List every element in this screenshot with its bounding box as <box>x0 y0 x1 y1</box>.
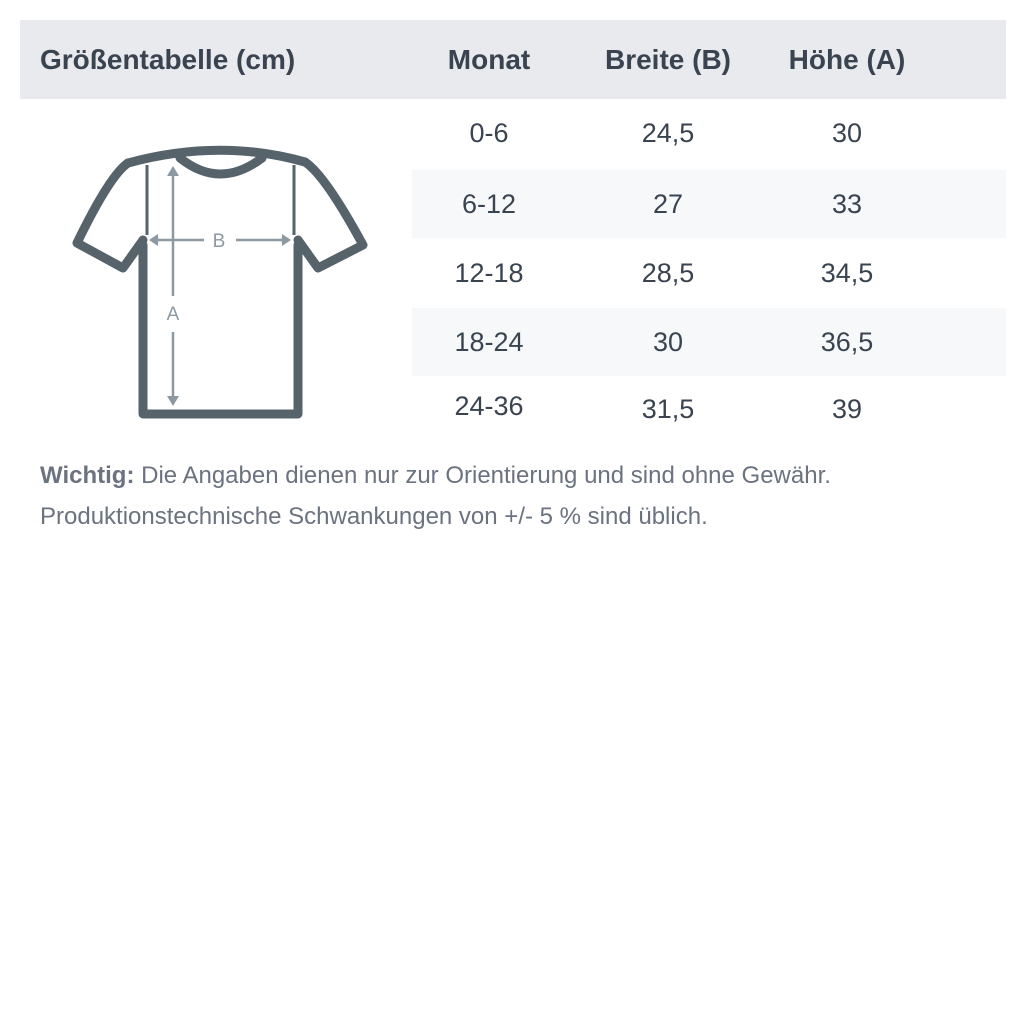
cell-hoehe: 30 <box>831 118 863 148</box>
cell-breite: 31,5 <box>641 394 695 424</box>
table-header: Größentabelle (cm) Monat Breite (B) Höhe… <box>20 20 1006 99</box>
cell-monat: 18-24 <box>454 327 524 357</box>
cell-breite: 24,5 <box>641 118 695 148</box>
cell-breite: 30 <box>652 327 684 357</box>
cell-monat: 12-18 <box>454 258 524 288</box>
cell-hoehe: 36,5 <box>820 327 874 357</box>
note-line1: Die Angaben dienen nur zur Orientierung … <box>134 462 831 489</box>
disclaimer-note: Wichtig: Die Angaben dienen nur zur Orie… <box>40 455 831 537</box>
column-header-monat: Monat <box>447 44 531 75</box>
cell-monat: 6-12 <box>461 189 517 219</box>
column-header-hoehe: Höhe (A) <box>788 44 906 75</box>
cell-breite: 27 <box>652 189 684 219</box>
table-row: 24-36 31,5 39 <box>412 375 1006 443</box>
table-title: Größentabelle (cm) <box>40 44 296 75</box>
cell-monat: 24-36 <box>454 391 524 421</box>
column-header-breite: Breite (B) <box>604 44 732 75</box>
label-a: A <box>167 304 180 325</box>
cell-hoehe: 33 <box>831 189 863 219</box>
note-line2: Produktionstechnische Schwankungen von +… <box>40 503 708 530</box>
cell-hoehe: 34,5 <box>820 258 874 288</box>
table-row: 18-24 30 36,5 <box>412 308 1006 376</box>
table-row: 12-18 28,5 34,5 <box>412 239 1006 307</box>
tshirt-icon: B A <box>72 145 368 419</box>
cell-breite: 28,5 <box>641 258 695 288</box>
note-bold: Wichtig: <box>40 462 135 489</box>
table-row: 0-6 24,5 30 <box>412 99 1006 167</box>
cell-monat: 0-6 <box>469 118 509 148</box>
label-b: B <box>213 231 226 252</box>
table-row: 6-12 27 33 <box>412 170 1006 238</box>
cell-hoehe: 39 <box>831 394 863 424</box>
